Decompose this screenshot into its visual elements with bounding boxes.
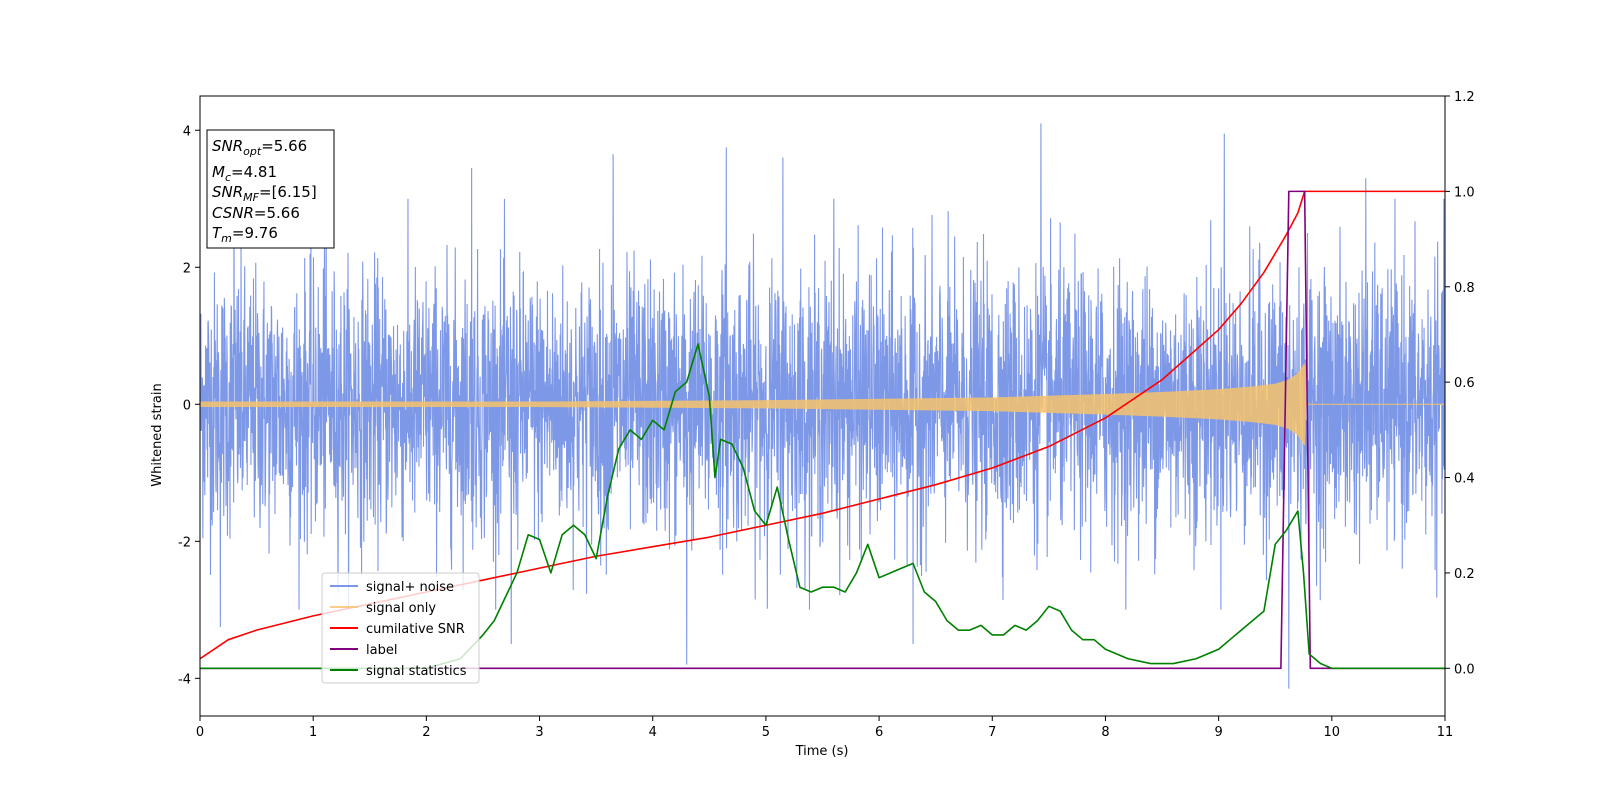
x-tick-label: 0: [196, 725, 204, 740]
annotation-value: =4.81: [231, 163, 277, 181]
y-tick-label: 4: [183, 124, 191, 139]
x-axis-label: Time (s): [795, 744, 849, 759]
y-tick-label: -2: [178, 535, 191, 550]
y2-tick-label: 0.4: [1454, 472, 1475, 487]
annotation-subscript: m: [221, 232, 232, 245]
legend-entry-label: signal only: [366, 601, 436, 616]
annotation-line: Tm=9.76: [212, 224, 278, 245]
legend-entry-label: signal+ noise: [366, 580, 454, 595]
annotation-symbol: CSNR: [212, 204, 254, 222]
legend: signal+ noise signal only cumilative SNR la…: [321, 572, 480, 684]
y2-tick-label: 1.0: [1454, 185, 1475, 200]
series-line-signal-only: [200, 363, 1445, 446]
annotation-symbol: SNR: [212, 137, 243, 155]
plot-frame: [199, 95, 1446, 717]
legend-box: [321, 572, 480, 684]
annotation-line: Mc=4.81: [212, 163, 277, 184]
x-tick-label: 6: [875, 725, 883, 740]
series-line-signal-statistics: [200, 343, 1445, 670]
y-tick-label: -4: [178, 672, 191, 687]
annotation-subscript: MF: [243, 191, 259, 204]
annotation-line: CSNR=5.66: [212, 204, 300, 222]
y2-tick-label: 0.6: [1454, 376, 1475, 391]
axes: 0 1 2 3 4 5 6 7 8 9 10 11 -4 -2 0 2 4 0.0 0.2 0.4 0.6 0.8 1.0 1…: [178, 90, 1475, 740]
y2-tick-label: 0.0: [1454, 662, 1475, 677]
annotation-value: =5.66: [254, 204, 300, 222]
series-signal-only: [200, 363, 1445, 446]
y2-tick-label: 0.8: [1454, 281, 1475, 296]
x-tick-label: 3: [535, 725, 543, 740]
x-tick-label: 10: [1324, 725, 1341, 740]
x-tick-label: 11: [1437, 725, 1454, 740]
x-tick-label: 8: [1101, 725, 1109, 740]
annotation-value: =5.66: [261, 137, 307, 155]
y2-tick-label: 0.2: [1454, 567, 1475, 582]
annotation-symbol: SNR: [212, 183, 243, 201]
legend-entry-label: signal statistics: [366, 664, 467, 679]
x-tick-label: 4: [649, 725, 657, 740]
x-tick-label: 1: [309, 725, 317, 740]
annotation-subscript: opt: [243, 145, 262, 158]
annotation-box: [206, 129, 335, 249]
annotation-line: SNRopt=5.66: [212, 137, 307, 158]
annotation-symbol: M: [212, 163, 225, 181]
x-tick-label: 7: [988, 725, 996, 740]
y-axis-label: Whitened strain: [150, 383, 165, 486]
annotation-line: SNRMF=[6.15]: [212, 183, 317, 204]
y2-tick-label: 1.2: [1454, 90, 1475, 105]
annotation-value: =9.76: [232, 224, 278, 242]
annotation-subscript: c: [225, 171, 231, 184]
annotation-symbol: T: [212, 224, 223, 242]
x-tick-label: 9: [1214, 725, 1222, 740]
stats-annotation: SNRopt=5.66Mc=4.81SNRMF=[6.15]CSNR=5.66T…: [206, 129, 335, 249]
legend-entry-label: cumilative SNR: [366, 622, 465, 637]
y-tick-label: 2: [183, 261, 191, 276]
x-tick-label: 2: [422, 725, 430, 740]
x-tick-label: 5: [762, 725, 770, 740]
annotation-value: =[6.15]: [259, 183, 317, 201]
legend-entry-label: label: [366, 643, 397, 658]
y-tick-label: 0: [183, 398, 191, 413]
